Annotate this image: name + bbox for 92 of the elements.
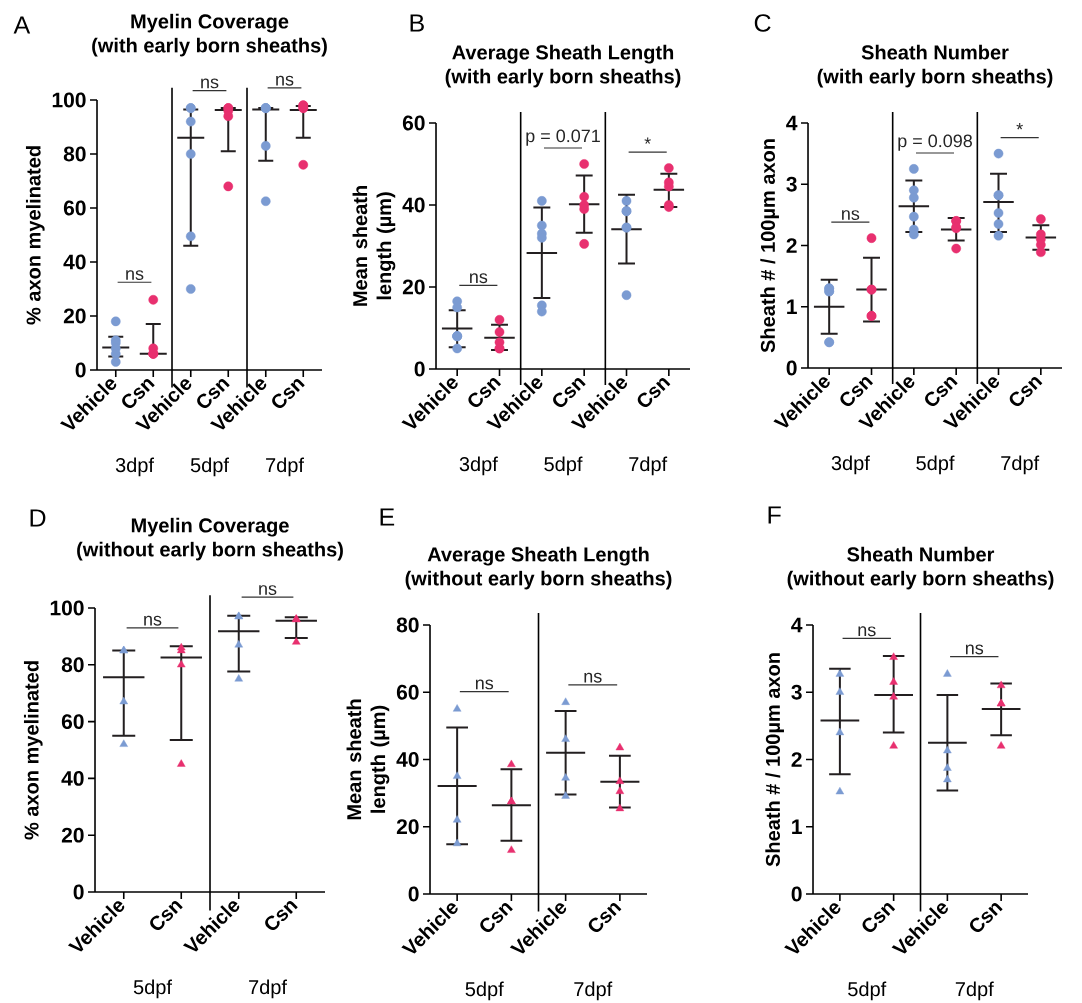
annotation: ns bbox=[842, 210, 860, 220]
chart-title: Myelin Coverage bbox=[131, 13, 289, 33]
y-tick-label: 4 bbox=[791, 617, 803, 633]
y-tick-label: 20 bbox=[63, 308, 86, 324]
x-tick-label: Csn bbox=[1009, 376, 1043, 407]
text: 5dpf bbox=[465, 981, 504, 1001]
y-axis-title: Sheath # / 100µm axon bbox=[760, 139, 779, 353]
x-tick-label: Csn bbox=[588, 902, 622, 933]
annotation: ns bbox=[470, 273, 488, 284]
text: 5dpf bbox=[916, 455, 955, 475]
chart-subtitle: (without early born sheaths) bbox=[405, 570, 672, 590]
chart-title: Sheath Number bbox=[861, 44, 1009, 60]
y-tick-label: 0 bbox=[786, 360, 797, 376]
y-tick-label: 40 bbox=[396, 752, 419, 767]
chart-title: Sheath Number bbox=[847, 546, 995, 562]
y-tick-label: 20 bbox=[402, 279, 425, 295]
chart-title: Average Sheath Length bbox=[427, 546, 649, 566]
text: 7dpf bbox=[574, 981, 613, 1001]
y-tick-label: 20 bbox=[61, 827, 84, 843]
y-tick-label: 3 bbox=[791, 684, 802, 700]
y-axis-title: % axon myelinated bbox=[25, 146, 45, 325]
y-tick-label: 40 bbox=[63, 254, 86, 270]
annotation: * bbox=[1016, 123, 1023, 130]
text: ns bbox=[259, 585, 277, 595]
y-tick-label: 0 bbox=[73, 884, 84, 900]
y-axis-title: Mean sheath length (µm) bbox=[346, 699, 390, 820]
y-tick-label: 0 bbox=[414, 361, 425, 377]
chart-title: Average Sheath Length bbox=[452, 44, 674, 64]
y-tick-label: 4 bbox=[786, 115, 798, 131]
y-tick-label: 40 bbox=[61, 770, 84, 786]
y-tick-label: 60 bbox=[396, 684, 419, 700]
y-tick-label: 80 bbox=[63, 146, 86, 162]
annotation: * bbox=[644, 137, 651, 144]
text: ns bbox=[276, 75, 294, 86]
text: 7dpf bbox=[955, 981, 994, 1001]
text: 5dpf bbox=[190, 457, 229, 477]
text: F bbox=[768, 506, 781, 524]
text: 3dpf bbox=[115, 457, 154, 477]
annotation: ns bbox=[126, 270, 144, 281]
y-tick-label: 20 bbox=[396, 819, 419, 835]
x-tick-label: Csn bbox=[637, 377, 671, 408]
x-tick-label: Csn bbox=[265, 900, 298, 931]
text: D bbox=[30, 509, 46, 527]
annotation: ns bbox=[144, 615, 162, 626]
text: C bbox=[754, 14, 771, 32]
text: 5dpf bbox=[133, 979, 172, 999]
text: 5dpf bbox=[544, 456, 583, 476]
annotation: ns bbox=[584, 672, 602, 683]
annotation: ns bbox=[475, 679, 494, 690]
annotation: ns bbox=[858, 626, 876, 637]
text: 7dpf bbox=[249, 979, 287, 999]
y-tick-label: 1 bbox=[787, 299, 797, 314]
y-axis-title: Sheath # / 100µm axon bbox=[765, 653, 784, 867]
y-tick-label: 80 bbox=[396, 617, 419, 633]
chart-subtitle: (with early born sheaths) bbox=[445, 68, 681, 88]
chart-title: Myelin Coverage bbox=[131, 517, 289, 537]
y-tick-label: 60 bbox=[402, 115, 425, 131]
text: 3dpf bbox=[459, 456, 498, 476]
y-tick-label: 2 bbox=[786, 238, 797, 253]
text: 5dpf bbox=[848, 981, 887, 1001]
chart-subtitle: (with early born sheaths) bbox=[817, 68, 1053, 88]
chart-subtitle: (without early born sheaths) bbox=[77, 541, 343, 561]
y-tick-label: 3 bbox=[786, 176, 797, 192]
y-tick-label: 60 bbox=[61, 714, 84, 730]
y-tick-label: 100 bbox=[52, 92, 86, 108]
y-tick-label: 0 bbox=[408, 886, 419, 902]
text: 7dpf bbox=[266, 457, 304, 477]
text: ns bbox=[201, 78, 219, 89]
y-axis-title: Mean sheath length (µm) bbox=[352, 186, 396, 306]
y-tick-label: 0 bbox=[75, 362, 86, 378]
annotation: p = 0.071 bbox=[526, 129, 600, 146]
x-tick-label: Csn bbox=[970, 902, 1003, 933]
annotation: ns bbox=[965, 644, 984, 655]
y-tick-label: 2 bbox=[791, 752, 802, 767]
chart-subtitle: (with early born sheaths) bbox=[92, 37, 327, 57]
y-tick-label: 60 bbox=[63, 200, 86, 216]
y-tick-label: 40 bbox=[402, 197, 425, 213]
x-tick-label: Csn bbox=[150, 900, 183, 931]
annotation: p = 0.098 bbox=[898, 134, 972, 151]
text: E bbox=[380, 508, 395, 526]
text: A bbox=[13, 16, 31, 34]
y-tick-label: 80 bbox=[61, 657, 84, 673]
y-tick-label: 0 bbox=[791, 886, 802, 902]
chart-subtitle: (without early born sheaths) bbox=[787, 570, 1054, 590]
text: 3dpf bbox=[831, 455, 870, 475]
y-tick-label: 100 bbox=[50, 600, 84, 616]
y-tick-label: 1 bbox=[792, 819, 802, 834]
text: 7dpf bbox=[629, 456, 668, 476]
text: B bbox=[410, 14, 424, 32]
text: 7dpf bbox=[1001, 455, 1040, 475]
y-axis-title: % axon myelinated bbox=[23, 661, 43, 840]
x-tick-label: Csn bbox=[272, 378, 305, 409]
